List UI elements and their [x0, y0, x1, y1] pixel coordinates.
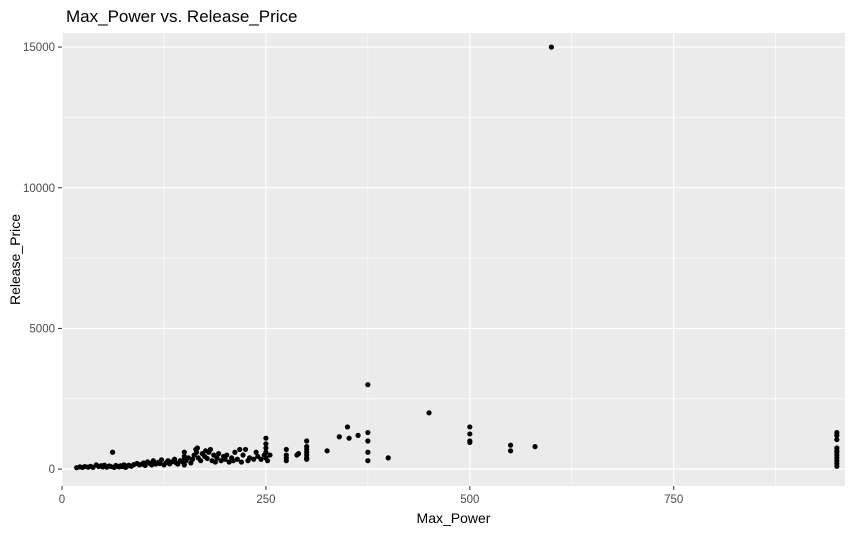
x-tick-label: 250	[256, 494, 275, 506]
data-point	[365, 382, 371, 388]
data-point	[258, 456, 264, 462]
data-point	[304, 456, 310, 462]
data-point	[467, 439, 473, 445]
data-point	[365, 458, 371, 464]
data-point	[507, 442, 514, 448]
data-point	[283, 446, 289, 453]
minor-gridlines	[62, 33, 845, 486]
data-point	[283, 452, 289, 458]
data-point	[185, 455, 192, 461]
data-point	[222, 456, 228, 462]
data-point	[344, 424, 351, 430]
x-axis-title: Max_Power	[417, 510, 491, 526]
data-point	[234, 456, 240, 462]
data-point	[385, 455, 391, 461]
y-axis-title: Release_Price	[7, 214, 23, 305]
data-point	[207, 446, 214, 453]
data-point	[355, 432, 361, 438]
x-tick-label: 500	[460, 494, 479, 506]
data-point	[263, 449, 269, 455]
y-tick-label: 10000	[23, 183, 55, 195]
data-point	[548, 44, 554, 50]
y-tick-label: 15000	[23, 42, 55, 54]
data-point	[238, 459, 245, 465]
y-tick-label: 0	[49, 464, 55, 476]
data-point	[263, 445, 269, 451]
data-point	[224, 452, 230, 458]
data-point	[304, 438, 310, 444]
data-point	[242, 446, 249, 453]
data-point	[365, 449, 371, 455]
data-point	[240, 452, 246, 458]
data-point	[109, 449, 116, 455]
data-point	[189, 456, 196, 462]
data-point	[264, 458, 271, 464]
data-point	[253, 449, 259, 455]
x-tick-label: 0	[59, 494, 65, 506]
data-point	[346, 435, 352, 441]
x-tick-label: 750	[664, 494, 683, 506]
data-point	[232, 449, 238, 455]
data-points	[74, 44, 840, 471]
data-point	[204, 455, 210, 462]
y-axis-ticks: 0 5000 10000 15000	[23, 42, 62, 476]
data-point	[267, 452, 273, 458]
data-point	[237, 446, 243, 453]
data-point	[181, 449, 187, 455]
data-point	[467, 424, 473, 430]
data-point	[218, 458, 224, 464]
data-point	[467, 431, 473, 437]
data-point	[142, 462, 148, 469]
data-point	[230, 458, 236, 464]
data-point	[226, 459, 232, 465]
data-point	[246, 455, 253, 461]
x-axis-ticks: 0 250 500 750	[59, 486, 683, 506]
data-point	[194, 445, 200, 451]
data-point	[426, 410, 432, 416]
data-point	[834, 429, 840, 436]
data-point	[834, 436, 840, 443]
data-point	[263, 441, 269, 447]
data-point	[181, 453, 187, 460]
data-point	[216, 451, 222, 457]
data-point	[158, 457, 165, 463]
data-point	[365, 438, 371, 444]
data-point	[193, 449, 200, 455]
data-point	[251, 456, 257, 462]
data-point	[336, 434, 342, 440]
data-point	[304, 444, 310, 450]
y-tick-label: 5000	[29, 323, 55, 335]
data-point	[834, 445, 840, 451]
data-point	[507, 448, 514, 454]
data-point	[365, 429, 371, 436]
data-point	[532, 444, 538, 450]
data-point	[263, 435, 269, 441]
major-gridlines	[61, 33, 845, 486]
data-point	[324, 448, 330, 454]
data-point	[214, 455, 220, 461]
chart-title: Max_Power vs. Release_Price	[66, 7, 297, 26]
data-point	[198, 458, 204, 464]
data-point	[149, 462, 155, 468]
data-point	[295, 451, 302, 457]
data-point	[212, 459, 218, 465]
plot-panel	[62, 33, 845, 486]
